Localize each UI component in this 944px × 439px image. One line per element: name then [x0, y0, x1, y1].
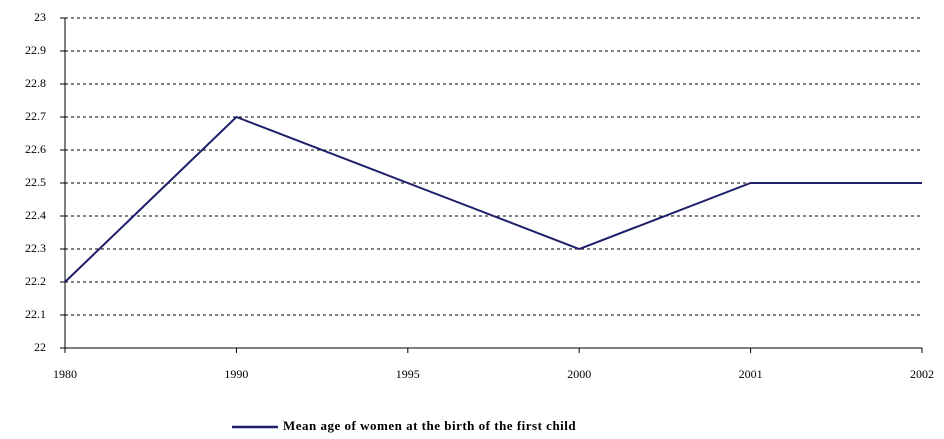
- y-tick-label: 22.4: [25, 208, 46, 222]
- y-tick-label: 23: [34, 10, 46, 24]
- y-tick-label: 22: [34, 340, 46, 354]
- x-tick-label: 2001: [739, 367, 763, 381]
- x-tick-label: 2000: [567, 367, 591, 381]
- x-tick-label: 1995: [396, 367, 420, 381]
- x-tick-label: 1990: [224, 367, 248, 381]
- y-tick-label: 22.3: [25, 241, 46, 255]
- y-tick-label: 22.5: [25, 175, 46, 189]
- y-tick-label: 22.7: [25, 109, 46, 123]
- y-tick-label: 22.1: [25, 307, 46, 321]
- y-tick-label: 22.6: [25, 142, 46, 156]
- x-tick-label: 1980: [53, 367, 77, 381]
- data-line: [64, 115, 922, 283]
- y-tick-label: 22.2: [25, 274, 46, 288]
- y-tick-label: 22.8: [25, 76, 46, 90]
- legend-label: Mean age of women at the birth of the fi…: [283, 418, 576, 433]
- x-tick-label: 2002: [910, 367, 934, 381]
- y-tick-label: 22.9: [25, 43, 46, 57]
